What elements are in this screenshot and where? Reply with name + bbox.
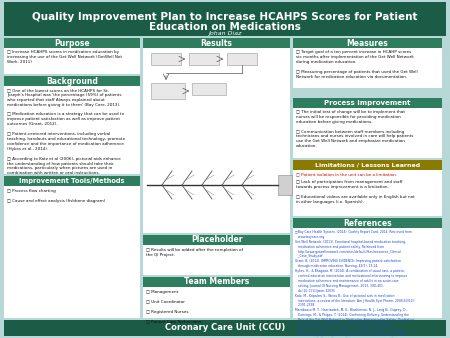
Text: □ Process flow charting

□ Cause and effect analysis (fishbone diagram): □ Process flow charting □ Cause and effe… <box>7 189 105 203</box>
Bar <box>293 218 442 228</box>
Bar <box>143 287 290 318</box>
Text: Limitations / Lessons Learned: Limitations / Lessons Learned <box>315 163 420 168</box>
Text: Measures: Measures <box>346 39 388 48</box>
Bar <box>4 86 140 174</box>
Text: Coronary Care Unit (CCU): Coronary Care Unit (CCU) <box>165 323 285 333</box>
Text: Process Improvement: Process Improvement <box>324 100 411 106</box>
Text: Education on Medications: Education on Medications <box>149 22 301 32</box>
Bar <box>293 108 442 158</box>
Text: Placeholder: Placeholder <box>191 236 242 244</box>
Text: □ Patient isolation in the unit can be a limitation.: □ Patient isolation in the unit can be a… <box>296 172 397 176</box>
Text: Quality Improvement Plan to Increase HCAHPS Scores for Patient: Quality Improvement Plan to Increase HCA… <box>32 12 418 22</box>
Bar <box>151 83 185 99</box>
Bar <box>151 53 181 65</box>
Bar <box>143 235 290 245</box>
Bar <box>4 2 446 36</box>
Bar <box>293 228 442 318</box>
Bar <box>189 53 219 65</box>
Text: Background: Background <box>46 76 98 86</box>
Bar <box>278 175 292 195</box>
Text: □ The initial test of change will be to implement that
nurses will be responsibl: □ The initial test of change will be to … <box>296 110 414 148</box>
Bar <box>143 277 290 287</box>
Bar <box>293 98 442 108</box>
Text: Team Members: Team Members <box>184 277 249 287</box>
Bar <box>4 186 140 318</box>
Bar <box>4 76 140 86</box>
Text: Purpose: Purpose <box>54 39 90 48</box>
Bar <box>227 53 257 65</box>
Bar <box>192 83 226 95</box>
Bar <box>293 160 442 170</box>
Text: Results: Results <box>201 39 233 48</box>
Bar <box>4 176 140 186</box>
Text: □ Results will be added after the completion of
the QI Project.: □ Results will be added after the comple… <box>146 248 243 257</box>
Text: □ Increase HCAHPS scores in medication education by
increasing the use of the Ge: □ Increase HCAHPS scores in medication e… <box>7 50 122 64</box>
Text: References: References <box>343 218 392 227</box>
Bar <box>4 320 446 336</box>
Bar <box>4 48 140 74</box>
Bar <box>143 245 290 275</box>
Text: □ Management

□ Unit Coordinator

□ Registered Nurses

□ Patient Care Technician: □ Management □ Unit Coordinator □ Regist… <box>146 290 201 323</box>
Text: □ Target goal of a ten percent increase in HCAHP scores
six months after impleme: □ Target goal of a ten percent increase … <box>296 50 418 78</box>
Text: □ Lack of participation from management and staff
towards process improvement is: □ Lack of participation from management … <box>296 180 415 203</box>
Bar <box>293 48 442 88</box>
Bar <box>4 38 140 48</box>
Bar <box>293 38 442 48</box>
Text: □ One of the lowest scores on the HCAHPS for St.
Joseph's Hospital was 'the perc: □ One of the lowest scores on the HCAHPS… <box>7 88 125 175</box>
Text: Johan Diaz: Johan Diaz <box>208 31 242 36</box>
Bar <box>143 38 290 48</box>
Bar <box>293 170 442 216</box>
Text: Improvement Tools/Methods: Improvement Tools/Methods <box>19 178 125 184</box>
Text: □Bay Care Health System. (2014). Quality Report Card. 2014. Retrieved from
   ww: □Bay Care Health System. (2014). Quality… <box>295 230 415 338</box>
Bar <box>143 48 290 233</box>
